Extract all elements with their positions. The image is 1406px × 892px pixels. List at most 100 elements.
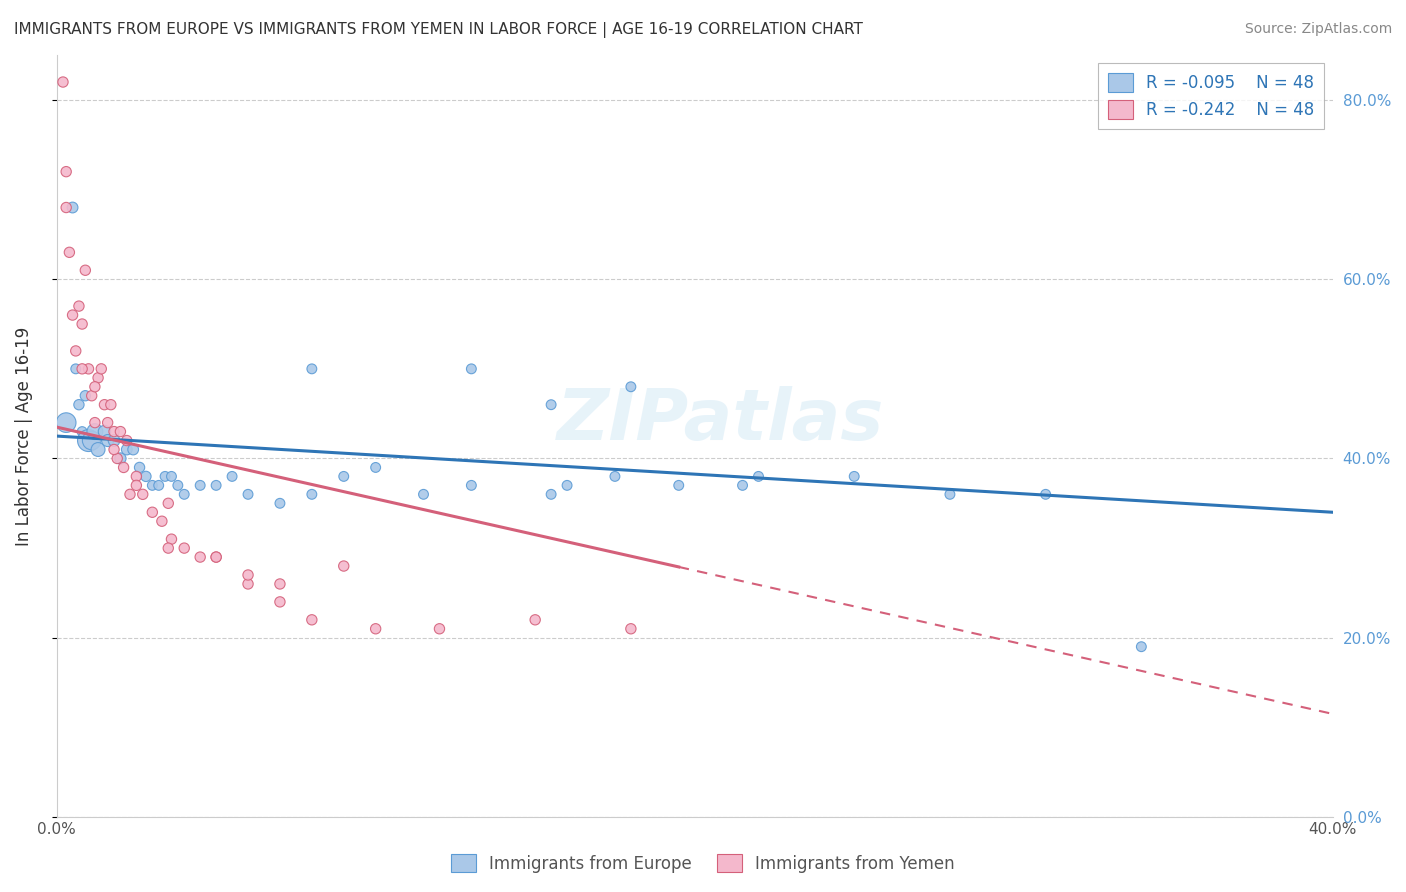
Point	[97, 434, 120, 448]
Point	[301, 362, 323, 376]
Point	[132, 487, 155, 501]
Point	[62, 308, 84, 322]
Point	[128, 460, 150, 475]
Point	[55, 201, 77, 215]
Point	[429, 622, 451, 636]
Point	[70, 362, 93, 376]
Point	[110, 451, 132, 466]
Point	[555, 478, 578, 492]
Point	[939, 487, 962, 501]
Point	[188, 550, 211, 565]
Point	[668, 478, 690, 492]
Point	[540, 487, 562, 501]
Point	[153, 469, 176, 483]
Point	[173, 487, 195, 501]
Point	[460, 362, 482, 376]
Point	[236, 568, 259, 582]
Point	[460, 478, 482, 492]
Point	[55, 416, 77, 430]
Point	[87, 371, 110, 385]
Point	[52, 75, 75, 89]
Point	[173, 541, 195, 555]
Point	[221, 469, 243, 483]
Point	[269, 595, 291, 609]
Point	[112, 460, 135, 475]
Point	[55, 164, 77, 178]
Point	[87, 442, 110, 457]
Point	[103, 442, 125, 457]
Point	[62, 201, 84, 215]
Point	[70, 425, 93, 439]
Y-axis label: In Labor Force | Age 16-19: In Labor Force | Age 16-19	[15, 326, 32, 546]
Point	[620, 622, 643, 636]
Point	[97, 416, 120, 430]
Point	[236, 577, 259, 591]
Legend: Immigrants from Europe, Immigrants from Yemen: Immigrants from Europe, Immigrants from …	[444, 847, 962, 880]
Point	[412, 487, 434, 501]
Point	[65, 343, 87, 358]
Point	[269, 577, 291, 591]
Point	[90, 362, 112, 376]
Point	[83, 380, 105, 394]
Point	[166, 478, 188, 492]
Point	[150, 514, 173, 528]
Point	[205, 550, 228, 565]
Point	[141, 478, 163, 492]
Point	[115, 434, 138, 448]
Point	[148, 478, 170, 492]
Point	[301, 487, 323, 501]
Point	[105, 451, 128, 466]
Point	[58, 245, 80, 260]
Point	[524, 613, 547, 627]
Point	[141, 505, 163, 519]
Point	[67, 299, 90, 313]
Point	[269, 496, 291, 510]
Point	[125, 478, 148, 492]
Point	[77, 362, 100, 376]
Point	[118, 487, 141, 501]
Point	[80, 389, 103, 403]
Point	[67, 398, 90, 412]
Point	[65, 362, 87, 376]
Point	[160, 532, 183, 546]
Point	[620, 380, 643, 394]
Point	[93, 398, 115, 412]
Point	[301, 613, 323, 627]
Text: Source: ZipAtlas.com: Source: ZipAtlas.com	[1244, 22, 1392, 37]
Point	[1035, 487, 1057, 501]
Point	[103, 425, 125, 439]
Point	[603, 469, 626, 483]
Point	[540, 398, 562, 412]
Point	[110, 425, 132, 439]
Point	[93, 425, 115, 439]
Point	[80, 434, 103, 448]
Text: ZIPatlas: ZIPatlas	[557, 386, 884, 455]
Point	[135, 469, 157, 483]
Point	[115, 442, 138, 457]
Point	[332, 559, 354, 574]
Point	[75, 389, 97, 403]
Point	[83, 416, 105, 430]
Point	[1130, 640, 1153, 654]
Point	[157, 541, 180, 555]
Point	[83, 425, 105, 439]
Point	[122, 442, 145, 457]
Point	[731, 478, 754, 492]
Point	[70, 317, 93, 331]
Point	[77, 434, 100, 448]
Point	[844, 469, 866, 483]
Point	[125, 469, 148, 483]
Point	[160, 469, 183, 483]
Point	[205, 550, 228, 565]
Point	[103, 434, 125, 448]
Point	[332, 469, 354, 483]
Point	[236, 487, 259, 501]
Point	[157, 496, 180, 510]
Point	[188, 478, 211, 492]
Point	[747, 469, 769, 483]
Point	[364, 622, 387, 636]
Point	[75, 263, 97, 277]
Point	[100, 398, 122, 412]
Point	[205, 478, 228, 492]
Legend: R = -0.095    N = 48, R = -0.242    N = 48: R = -0.095 N = 48, R = -0.242 N = 48	[1098, 63, 1324, 129]
